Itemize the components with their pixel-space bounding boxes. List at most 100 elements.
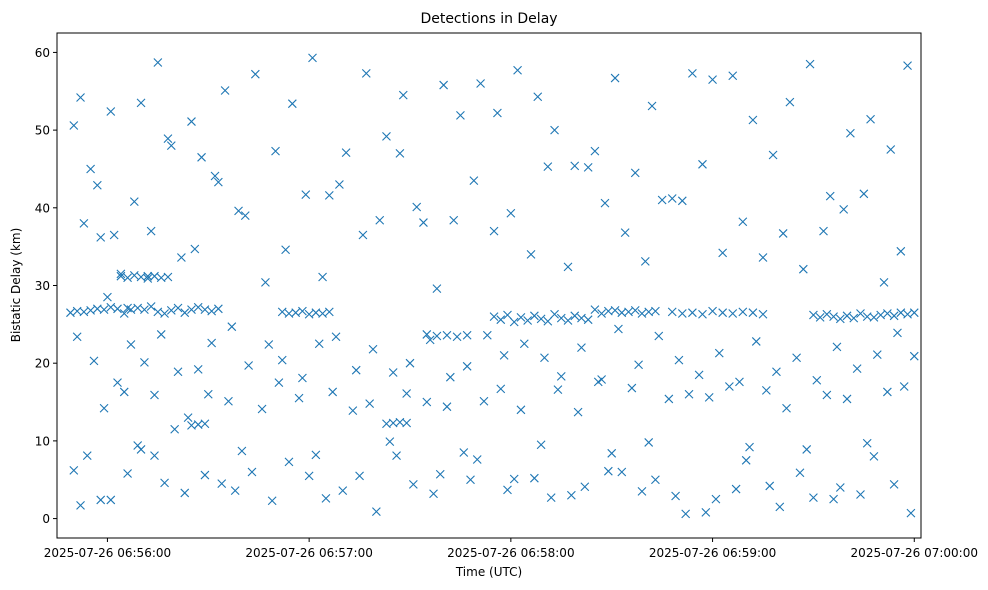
x-tick-label: 2025-07-26 06:58:00 [447, 546, 574, 560]
data-point [546, 493, 556, 502]
data-point [819, 226, 828, 236]
data-point [385, 437, 395, 447]
data-point [86, 164, 96, 174]
data-point [647, 101, 657, 111]
data-point [163, 134, 173, 144]
data-point [704, 392, 714, 402]
data-point [257, 404, 267, 414]
data-point [566, 490, 576, 500]
data-point [603, 466, 613, 476]
data-point [536, 440, 546, 450]
data-point [210, 171, 220, 181]
data-point [160, 309, 169, 318]
data-point [903, 309, 912, 319]
data-point [805, 59, 815, 69]
data-point [577, 313, 586, 323]
data-point [106, 495, 116, 505]
data-point [607, 448, 617, 458]
data-point [126, 305, 136, 314]
data-point [758, 309, 768, 319]
data-point [261, 278, 270, 287]
data-point [318, 309, 327, 318]
data-point [536, 314, 546, 324]
data-point [79, 307, 89, 317]
data-point [452, 332, 462, 342]
data-point [523, 316, 533, 325]
data-point [529, 311, 539, 321]
data-point [163, 272, 173, 282]
data-point [388, 368, 398, 377]
data-point [903, 61, 912, 71]
y-tick-label: 20 [35, 357, 50, 371]
data-point [550, 309, 559, 319]
data-point [308, 53, 317, 63]
data-point [129, 271, 139, 280]
y-tick-label: 30 [35, 279, 50, 293]
data-point [160, 478, 169, 488]
data-point [909, 351, 919, 361]
data-point [859, 189, 869, 199]
data-point [197, 152, 206, 162]
x-axis-ticks: 2025-07-26 06:56:00 2025-07-26 06:57:00 20… [44, 538, 978, 560]
data-point [651, 306, 660, 316]
data-point [583, 315, 593, 325]
data-point [516, 405, 526, 415]
data-point [866, 114, 875, 124]
data-point [583, 163, 593, 172]
data-point [375, 215, 385, 225]
data-point [698, 159, 707, 169]
data-point [207, 306, 217, 316]
data-point [812, 375, 822, 385]
data-markers [66, 53, 919, 519]
data-point [103, 292, 112, 302]
data-point [829, 312, 838, 321]
data-point [459, 448, 469, 457]
data-point [166, 305, 176, 315]
data-point [143, 274, 153, 283]
data-point [688, 308, 697, 318]
data-point [610, 73, 620, 83]
data-point [513, 65, 522, 75]
data-point [516, 312, 526, 322]
data-point [298, 306, 307, 316]
data-point [714, 348, 724, 358]
data-point [153, 58, 163, 67]
data-point [150, 271, 159, 281]
data-point [745, 442, 754, 452]
data-point [351, 365, 361, 375]
x-tick-label: 2025-07-26 06:59:00 [649, 546, 776, 560]
data-point [146, 302, 156, 311]
data-point [563, 316, 573, 325]
data-point [644, 438, 654, 447]
data-point [321, 493, 331, 503]
data-point [593, 377, 603, 387]
data-point [852, 364, 862, 374]
data-point [392, 451, 401, 461]
data-point [173, 367, 183, 377]
data-point [674, 355, 684, 365]
data-point [630, 168, 640, 178]
chart-title: Detections in Delay [420, 11, 557, 27]
data-point [798, 264, 808, 274]
data-point [425, 335, 435, 345]
data-point [217, 479, 227, 489]
data-point [573, 407, 583, 417]
data-point [213, 177, 223, 187]
data-point [328, 387, 338, 397]
data-point [563, 262, 573, 272]
data-point [213, 304, 223, 314]
data-point [382, 131, 391, 141]
data-point [177, 253, 186, 262]
data-point [462, 330, 472, 340]
data-point [395, 149, 405, 158]
data-point [311, 450, 321, 460]
data-point [140, 305, 149, 314]
data-point [543, 162, 553, 172]
data-point [795, 468, 805, 478]
data-point [126, 340, 136, 349]
data-point [896, 246, 906, 256]
data-point [341, 148, 351, 158]
data-point [526, 250, 536, 259]
data-point [429, 489, 438, 499]
data-point [822, 309, 832, 319]
